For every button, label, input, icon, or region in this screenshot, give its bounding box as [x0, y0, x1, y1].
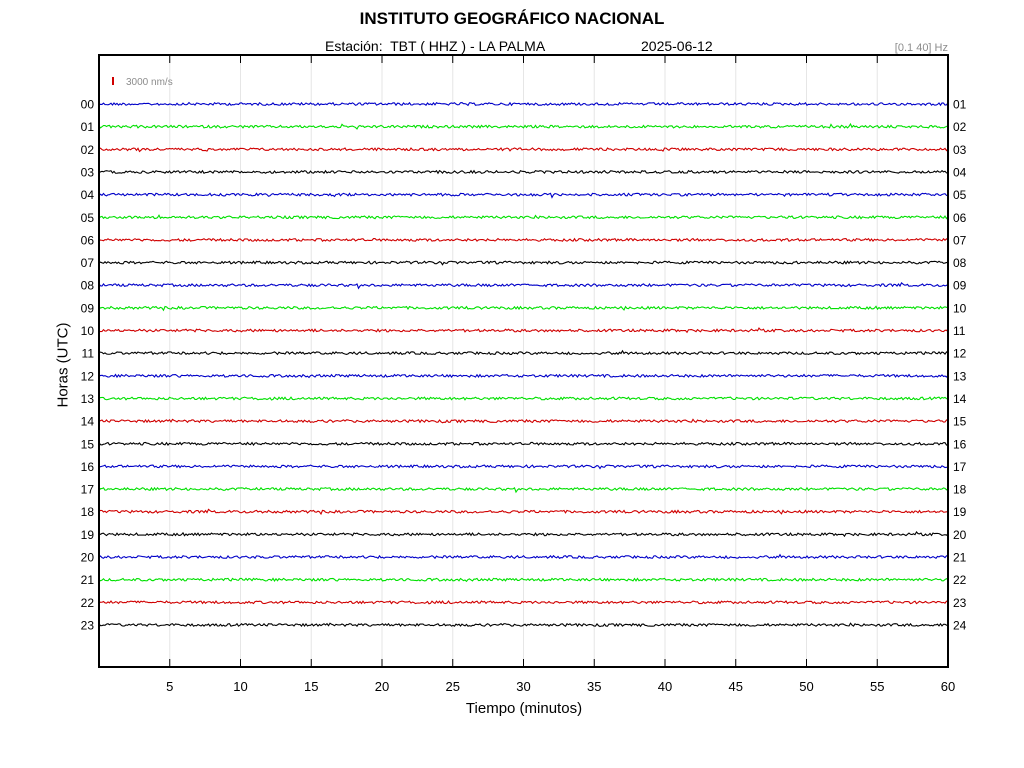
hour-label-right: 15 — [953, 415, 967, 429]
hour-label-left: 02 — [81, 143, 95, 157]
trace-hour-21 — [98, 577, 949, 583]
hour-label-right: 16 — [953, 437, 967, 451]
hour-label-left: 21 — [81, 573, 95, 587]
trace-hour-19 — [98, 531, 949, 538]
trace-hour-01 — [98, 122, 949, 130]
x-tick-label: 30 — [516, 679, 530, 694]
hour-label-left: 19 — [81, 528, 95, 542]
x-tick-label: 10 — [233, 679, 247, 694]
hour-labels: 00 01 01 02 02 03 03 04 04 05 05 06 06 07 07 08 08 09 09 10… — [81, 98, 967, 633]
hour-label-left: 22 — [81, 596, 95, 610]
hour-label-right: 14 — [953, 392, 967, 406]
x-tick-label: 45 — [729, 679, 743, 694]
hour-label-left: 23 — [81, 618, 95, 632]
trace-hour-16 — [98, 464, 949, 470]
hour-label-left: 20 — [81, 551, 95, 565]
trace-hour-10 — [98, 327, 949, 334]
hour-label-right: 12 — [953, 347, 967, 361]
x-tick-label: 50 — [799, 679, 813, 694]
hour-label-right: 08 — [953, 256, 967, 270]
hour-label-right: 04 — [953, 165, 967, 179]
x-tick-label: 35 — [587, 679, 601, 694]
hour-label-right: 13 — [953, 369, 967, 383]
trace-hour-12 — [98, 373, 949, 379]
hour-label-left: 15 — [81, 437, 95, 451]
trace-hour-06 — [98, 237, 949, 243]
hour-label-right: 23 — [953, 596, 967, 610]
hour-label-right: 06 — [953, 211, 967, 225]
station-label: Estación: TBT ( HHZ ) - LA PALMA — [325, 38, 546, 54]
trace-hour-07 — [98, 260, 949, 266]
hour-label-right: 03 — [953, 143, 967, 157]
hour-label-right: 19 — [953, 505, 967, 519]
hour-label-left: 16 — [81, 460, 95, 474]
trace-hour-23 — [98, 622, 949, 628]
date-label: 2025-06-12 — [641, 38, 713, 54]
x-tick-label: 60 — [941, 679, 955, 694]
hour-label-right: 21 — [953, 551, 967, 565]
trace-hour-03 — [98, 169, 949, 175]
hour-label-left: 00 — [81, 98, 95, 112]
hour-label-left: 03 — [81, 165, 95, 179]
chart-title: INSTITUTO GEOGRÁFICO NACIONAL — [359, 9, 665, 28]
hour-label-right: 18 — [953, 483, 967, 497]
trace-hour-08 — [98, 282, 949, 290]
hour-label-left: 08 — [81, 279, 95, 293]
trace-hour-09 — [98, 305, 949, 312]
y-axis-label: Horas (UTC) — [54, 322, 72, 408]
scale-bar-label: 3000 nm/s — [126, 77, 173, 88]
x-tick-label: 25 — [446, 679, 460, 694]
hour-label-left: 17 — [81, 483, 95, 497]
trace-hour-20 — [98, 553, 949, 560]
trace-hour-14 — [98, 418, 949, 424]
hour-label-left: 06 — [81, 233, 95, 247]
hour-label-right: 10 — [953, 301, 967, 315]
trace-hour-17 — [98, 486, 949, 494]
hour-label-right: 01 — [953, 98, 967, 112]
hour-label-right: 05 — [953, 188, 967, 202]
hour-label-right: 07 — [953, 233, 967, 247]
trace-hour-11 — [98, 349, 949, 356]
x-tick-label: 40 — [658, 679, 672, 694]
hour-label-left: 05 — [81, 211, 95, 225]
x-ticks: 5 10 15 20 25 30 35 40 45 50 55 60 — [166, 55, 955, 694]
trace-hour-05 — [98, 214, 949, 220]
trace-hour-13 — [98, 396, 949, 401]
hour-label-right: 24 — [953, 618, 967, 632]
trace-hour-00 — [98, 101, 949, 107]
trace-hour-02 — [98, 147, 949, 153]
seismic-traces — [98, 101, 949, 628]
x-axis-label: Tiempo (minutos) — [465, 700, 583, 717]
hour-label-left: 11 — [82, 347, 95, 361]
hour-label-left: 12 — [81, 369, 95, 383]
hour-label-right: 09 — [953, 279, 967, 293]
hour-label-right: 22 — [953, 573, 967, 587]
scale-bar: 3000 nm/s — [112, 77, 173, 88]
hour-label-right: 02 — [953, 120, 967, 134]
hour-label-right: 17 — [953, 460, 967, 474]
hour-label-left: 13 — [81, 392, 95, 406]
trace-hour-15 — [98, 440, 949, 446]
hour-label-left: 04 — [81, 188, 95, 202]
x-tick-label: 15 — [304, 679, 318, 694]
trace-hour-04 — [98, 192, 949, 199]
hour-label-left: 10 — [81, 324, 95, 338]
hour-label-left: 14 — [81, 415, 95, 429]
trace-hour-18 — [98, 508, 949, 516]
grid-lines — [169, 55, 878, 667]
hour-label-left: 01 — [81, 120, 95, 134]
filter-label: [0.1 40] Hz — [894, 42, 948, 54]
x-tick-label: 55 — [870, 679, 884, 694]
x-tick-label: 5 — [166, 679, 173, 694]
hour-label-left: 18 — [81, 505, 95, 519]
x-tick-label: 20 — [375, 679, 389, 694]
hour-label-right: 11 — [953, 324, 966, 338]
hour-label-left: 09 — [81, 301, 95, 315]
trace-hour-22 — [98, 600, 949, 605]
hour-label-right: 20 — [953, 528, 967, 542]
hour-label-left: 07 — [81, 256, 95, 270]
